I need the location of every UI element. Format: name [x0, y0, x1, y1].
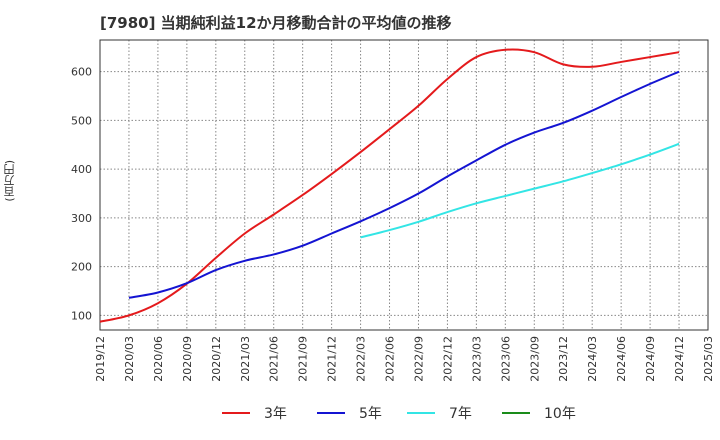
legend-label: 7年 — [449, 406, 472, 422]
legend-label: 3年 — [264, 406, 287, 422]
x-tick-label: 2023/12 — [557, 336, 570, 382]
y-tick-label: 500 — [71, 114, 92, 127]
y-tick-label: 200 — [71, 261, 92, 274]
x-tick-labels: 2019/12 2020/03 2020/06 2020/09 2020/12 2021/… — [94, 336, 715, 382]
grid-layer — [99, 40, 709, 330]
series-line-7年 — [360, 142, 680, 239]
legend-label: 5年 — [359, 406, 382, 422]
x-tick-label: 2023/03 — [470, 336, 483, 382]
x-tick-label: 2022/03 — [355, 336, 368, 382]
x-tick-label: 2019/12 — [94, 336, 107, 382]
x-tick-label: 2021/09 — [297, 336, 310, 382]
x-tick-label: 2021/06 — [268, 336, 281, 382]
x-tick-label: 2021/12 — [326, 336, 339, 382]
x-tick-label: 2024/12 — [673, 336, 686, 382]
x-tick-label: 2022/06 — [384, 336, 397, 382]
y-tick-label: 400 — [71, 163, 92, 176]
x-tick-label: 2024/06 — [615, 336, 628, 382]
x-tick-label: 2022/12 — [441, 336, 454, 382]
x-tick-label: 2020/06 — [152, 336, 165, 382]
legend: 3年 5年 7年 10年 — [222, 406, 576, 422]
x-tick-label: 2023/06 — [499, 336, 512, 382]
x-tick-label: 2020/03 — [123, 336, 136, 382]
legend-label: 10年 — [544, 406, 576, 422]
y-tick-labels: 100 200 300 400 500 600 — [71, 66, 92, 323]
x-tick-label: 2020/09 — [181, 336, 194, 382]
plot-frame — [99, 39, 709, 331]
x-tick-label: 2025/03 — [702, 336, 715, 382]
chart-title: [7980] 当期純利益12か月移動合計の平均値の推移 — [100, 14, 452, 32]
x-tick-label: 2024/09 — [644, 336, 657, 382]
x-tick-label: 2020/12 — [210, 336, 223, 382]
y-tick-label: 600 — [71, 66, 92, 79]
series-line-5年 — [128, 70, 680, 299]
x-tick-label: 2022/09 — [412, 336, 425, 382]
y-tick-label: 100 — [71, 309, 92, 322]
x-tick-label: 2021/03 — [239, 336, 252, 382]
series-line-3年 — [99, 48, 680, 323]
series-layer — [99, 48, 680, 323]
x-tick-label: 2024/03 — [586, 336, 599, 382]
y-tick-label: 300 — [71, 212, 92, 225]
x-tick-label: 2023/09 — [528, 336, 541, 382]
